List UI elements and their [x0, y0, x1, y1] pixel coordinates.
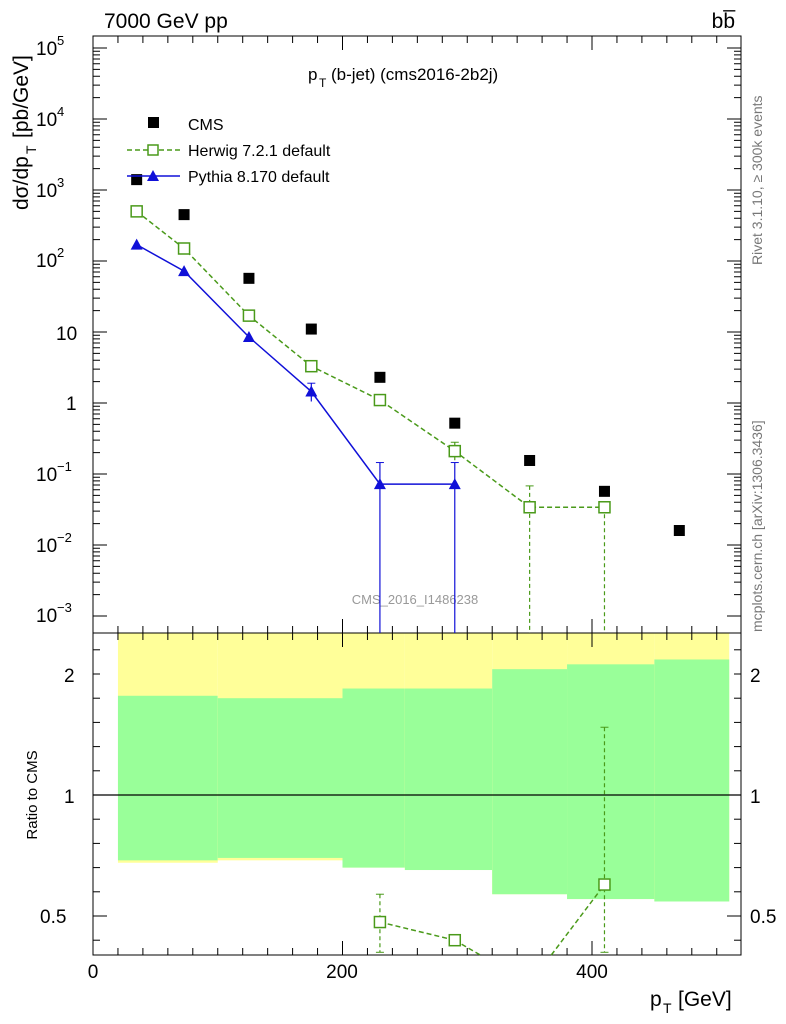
- ratio-band-inner: [567, 664, 655, 900]
- svg-text:T: T: [23, 145, 39, 154]
- axis-ticks: [92, 36, 741, 955]
- legend-pythia-marker: [147, 170, 159, 181]
- pythia-marker: [178, 265, 191, 277]
- herwig-marker: [242, 309, 256, 322]
- y-tick-label: 1: [66, 394, 77, 415]
- ratio-band-inner: [654, 659, 730, 902]
- svg-text:p: p: [650, 988, 662, 1011]
- legend: CMS Herwig 7.2.1 default Pythia 8.170 de…: [127, 117, 331, 186]
- cms-marker: [131, 174, 143, 186]
- svg-text:(b-jet) (cms2016-2b2j): (b-jet) (cms2016-2b2j): [331, 65, 498, 84]
- legend-herwig-marker: [147, 144, 159, 156]
- side-rivet-label: Rivet 3.1.10, ≥ 300k events: [749, 95, 765, 265]
- y-tick-label: 10: [36, 110, 57, 131]
- process-label: bb̅: [712, 10, 737, 33]
- herwig-marker: [523, 501, 536, 514]
- y-tick-labels-ratio: 2 1 0.5 2 1 0.5: [40, 666, 776, 928]
- cms-marker: [598, 485, 610, 497]
- herwig-marker: [373, 393, 387, 407]
- svg-text:−3: −3: [57, 600, 72, 615]
- herwig-marker: [448, 444, 462, 458]
- x-tick-label: 0: [88, 962, 99, 983]
- herwig-ratio-line: [379, 921, 455, 941]
- y-tick-label: 10: [36, 251, 57, 272]
- pythia-marker: [305, 385, 318, 397]
- x-axis-label: p T [GeV]: [650, 988, 732, 1016]
- legend-pythia-label: Pythia 8.170 default: [188, 169, 330, 186]
- herwig-line: [136, 210, 605, 509]
- cms-marker: [524, 454, 536, 466]
- cms-marker: [243, 272, 255, 284]
- y-axis-label-ratio: Ratio to CMS: [24, 750, 41, 839]
- herwig-marker: [305, 359, 318, 373]
- herwig-ratio-marker: [598, 878, 611, 891]
- svg-text:−1: −1: [57, 459, 72, 474]
- legend-cms-label: CMS: [188, 117, 224, 134]
- x-tick-label: 400: [576, 962, 608, 983]
- y-tick-label: 10: [56, 324, 77, 345]
- cms-marker: [178, 209, 190, 221]
- y-tick-label: 10: [36, 181, 57, 202]
- svg-text:T: T: [319, 76, 327, 90]
- svg-text:p: p: [308, 65, 317, 84]
- pythia-line: [136, 243, 455, 485]
- legend-cms-marker: [148, 117, 159, 128]
- pythia-marker: [448, 478, 461, 490]
- svg-text:[pb/GeV]: [pb/GeV]: [10, 55, 33, 138]
- watermark: CMS_2016_I1486238: [352, 592, 479, 607]
- energy-label: 7000 GeV pp: [104, 10, 228, 33]
- x-tick-label: 200: [326, 962, 358, 983]
- ratio-tick-label: 2: [64, 666, 75, 687]
- svg-text:T: T: [663, 1000, 672, 1016]
- svg-text:3: 3: [57, 175, 64, 190]
- herwig-marker: [130, 205, 143, 218]
- ratio-tick-label: 1: [750, 787, 761, 808]
- herwig-ratio-marker: [373, 915, 387, 929]
- pythia-marker: [373, 478, 386, 490]
- ratio-tick-label: 0.5: [750, 907, 776, 928]
- herwig-ratio-marker: [448, 933, 462, 947]
- legend-herwig-label: Herwig 7.2.1 default: [188, 143, 331, 160]
- herwig-ratio-line: [550, 884, 606, 956]
- herwig-marker: [177, 242, 191, 255]
- y-tick-label: 10: [36, 39, 57, 60]
- ratio-bands: [93, 633, 741, 902]
- ratio-tick-label: 0.5: [40, 907, 66, 928]
- ratio-band-inner: [217, 698, 343, 858]
- svg-text:−2: −2: [57, 530, 72, 545]
- svg-text:4: 4: [57, 104, 64, 119]
- y-tick-label: 10: [36, 536, 57, 557]
- main-data-layer: [130, 174, 685, 633]
- y-axis-label-main: dσ/dp T [pb/GeV]: [10, 55, 39, 210]
- cms-marker: [673, 525, 685, 537]
- ratio-band-inner: [492, 669, 568, 895]
- plot-title: p T (b-jet) (cms2016-2b2j): [308, 65, 498, 90]
- svg-text:dσ/dp: dσ/dp: [10, 156, 33, 210]
- y-tick-labels-main: 10 5 10 4 10 3 10 2 10 1 10 −1 10 −2 10 −3: [36, 33, 77, 627]
- cms-marker: [449, 417, 461, 429]
- svg-text:[GeV]: [GeV]: [678, 988, 732, 1011]
- cms-marker: [305, 323, 317, 335]
- y-tick-label: 10: [36, 465, 57, 486]
- pythia-marker: [242, 331, 255, 343]
- side-mcplots-label: mcplots.cern.ch [arXiv:1306.3436]: [749, 420, 765, 632]
- cms-marker: [374, 371, 386, 383]
- ratio-band-inner: [342, 688, 405, 868]
- pythia-marker: [130, 238, 143, 250]
- svg-text:5: 5: [57, 33, 64, 48]
- ratio-band-inner: [117, 695, 218, 861]
- x-tick-labels: 0 200 400: [88, 962, 608, 983]
- ratio-tick-label: 1: [64, 787, 75, 808]
- herwig-marker: [598, 501, 611, 514]
- ratio-band-inner: [404, 688, 493, 871]
- svg-text:2: 2: [57, 245, 64, 260]
- ratio-data-layer: [373, 726, 611, 956]
- ratio-tick-label: 2: [750, 666, 761, 687]
- y-tick-label: 10: [36, 606, 57, 627]
